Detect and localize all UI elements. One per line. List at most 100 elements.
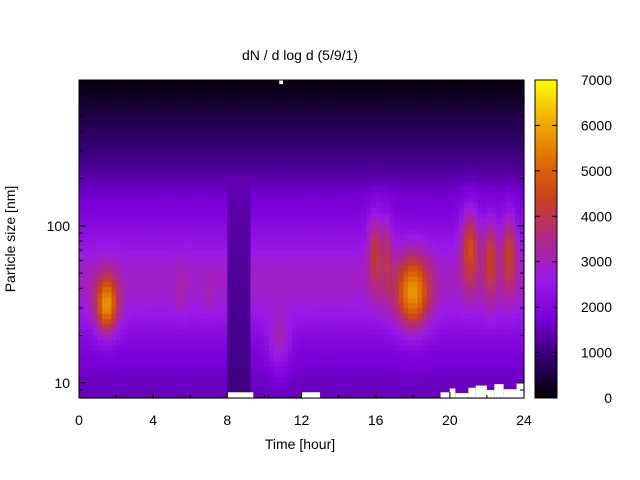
heatmap-cell (389, 382, 395, 388)
heatmap-cell (102, 164, 108, 171)
heatmap-cell (250, 196, 256, 203)
heatmap-cell (134, 85, 140, 92)
heatmap-cell (204, 106, 210, 113)
heatmap-cell (408, 387, 414, 394)
heatmap-cell (273, 270, 279, 277)
heatmap-cell (222, 164, 228, 171)
heatmap-cell (380, 382, 386, 388)
heatmap-cell (389, 345, 395, 351)
heatmap-cell (79, 122, 85, 129)
heatmap-cell (102, 313, 108, 320)
heatmap-cell (338, 265, 344, 272)
heatmap-cell (329, 212, 335, 219)
heatmap-cell (79, 111, 85, 118)
heatmap-cell (394, 270, 400, 277)
heatmap-cell (380, 313, 386, 320)
heatmap-cell (296, 196, 303, 203)
heatmap-cell (180, 164, 187, 171)
heatmap-cell (167, 371, 173, 378)
heatmap-cell (422, 90, 428, 97)
heatmap-cell (199, 133, 205, 139)
heatmap-cell (180, 212, 187, 219)
heatmap-cell (83, 80, 89, 86)
heatmap-cell (111, 281, 117, 288)
heatmap-cell (315, 122, 321, 129)
heatmap-cell (120, 387, 126, 394)
heatmap-cell (389, 186, 395, 192)
heatmap-cell (449, 355, 456, 362)
heatmap-cell (106, 371, 113, 378)
heatmap-cell (324, 228, 330, 235)
heatmap-cell (264, 122, 270, 129)
heatmap-cell (431, 228, 437, 235)
heatmap-cell (412, 345, 418, 351)
heatmap-cell (171, 212, 177, 219)
heatmap-cell (306, 376, 312, 383)
heatmap-cell (167, 334, 173, 341)
heatmap-cell (116, 318, 122, 325)
heatmap-cell (278, 366, 284, 373)
heatmap-cell (310, 159, 317, 166)
heatmap-cell (338, 154, 344, 161)
heatmap-cell (315, 318, 321, 325)
heatmap-cell (343, 117, 349, 123)
heatmap-cell (347, 371, 354, 378)
heatmap-cell (366, 143, 372, 150)
heatmap-cell (148, 138, 154, 145)
heatmap-cell (315, 286, 321, 293)
heatmap-cell (264, 292, 270, 298)
heatmap-cell (435, 371, 442, 378)
heatmap-cell (435, 207, 442, 214)
heatmap-cell (79, 106, 85, 113)
heatmap-cell (139, 270, 145, 277)
heatmap-cell (315, 95, 321, 102)
heatmap-cell (213, 281, 219, 288)
heatmap-cell (250, 276, 256, 282)
heatmap-cell (167, 302, 173, 309)
heatmap-cell (287, 117, 293, 123)
heatmap-cell (231, 207, 238, 214)
heatmap-cell (125, 186, 131, 192)
heatmap-cell (194, 339, 201, 346)
heatmap-cell (134, 117, 140, 123)
heatmap-cell (255, 371, 261, 378)
heatmap-cell (384, 254, 391, 261)
heatmap-cell (143, 223, 150, 229)
heatmap-cell (208, 159, 215, 166)
heatmap-cell (259, 133, 266, 139)
heatmap-cell (143, 217, 150, 224)
heatmap-cell (403, 138, 409, 145)
heatmap-cell (162, 127, 168, 134)
heatmap-cell (148, 127, 154, 134)
heatmap-cell (398, 260, 405, 267)
heatmap-cell (324, 244, 330, 251)
heatmap-cell (366, 170, 372, 176)
heatmap-cell (129, 392, 136, 399)
heatmap-cell (185, 249, 191, 256)
heatmap-cell (167, 292, 173, 298)
heatmap-cell (426, 101, 432, 108)
heatmap-cell (157, 334, 164, 341)
heatmap-cell (338, 111, 344, 118)
heatmap-cell (273, 323, 279, 330)
heatmap-cell (375, 254, 381, 261)
heatmap-cell (185, 350, 191, 357)
heatmap-cell (231, 355, 238, 362)
heatmap-cell (171, 334, 177, 341)
heatmap-cell (329, 286, 335, 293)
heatmap-cell (315, 101, 321, 108)
heatmap-cell (301, 196, 307, 203)
heatmap-cell (97, 276, 103, 282)
heatmap-cell (445, 117, 451, 123)
heatmap-cell (357, 339, 363, 346)
heatmap-cell (245, 212, 252, 219)
heatmap-cell (134, 360, 140, 367)
heatmap-cell (171, 223, 177, 229)
heatmap-cell (259, 366, 266, 373)
heatmap-cell (111, 313, 117, 320)
heatmap-cell (394, 249, 400, 256)
heatmap-cell (190, 80, 196, 86)
heatmap-cell (361, 260, 367, 267)
heatmap-cell (320, 318, 326, 325)
heatmap-cell (357, 106, 363, 113)
